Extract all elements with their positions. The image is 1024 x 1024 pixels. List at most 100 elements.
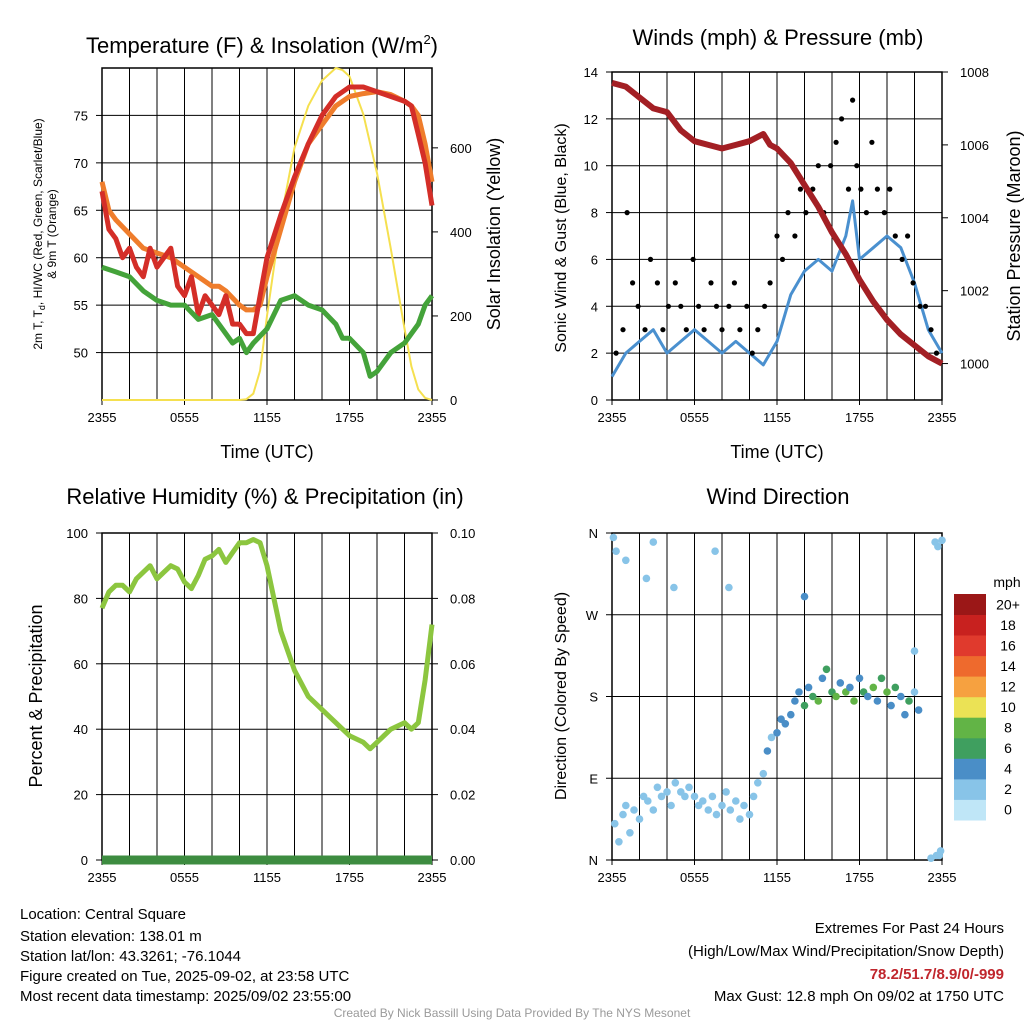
- gust-point: [767, 280, 773, 286]
- gust-point: [863, 210, 870, 216]
- colorbar-label: 18: [1000, 617, 1016, 633]
- temp-title-sup: 2: [423, 32, 430, 47]
- direction-point: [649, 538, 658, 546]
- wind-y2-axis-label: Station Pressure (Maroon): [1004, 130, 1024, 341]
- gust-point: [933, 350, 940, 356]
- y-tick-label: 65: [74, 203, 88, 218]
- y-tick-label: 4: [591, 299, 598, 314]
- direction-point: [846, 683, 854, 692]
- colorbar-swatch: [954, 655, 986, 677]
- gust-point: [654, 280, 661, 286]
- direction-point: [612, 547, 620, 555]
- direction-point: [905, 697, 913, 705]
- y-tick-label: 6: [591, 252, 598, 267]
- x-tick-label: 2355: [598, 410, 627, 425]
- direction-point: [897, 692, 905, 701]
- y2-tick-label: 1008: [960, 65, 989, 80]
- y2-tick-label: 600: [450, 141, 472, 156]
- direction-point: [663, 788, 671, 796]
- colorbar-label: 14: [1000, 658, 1016, 674]
- colorbar-swatch: [954, 635, 986, 657]
- x-tick-label: 0555: [170, 870, 199, 885]
- gust-point: [910, 280, 916, 286]
- colorbar-swatch: [954, 614, 986, 636]
- direction-point: [635, 815, 644, 823]
- gust-point: [696, 303, 702, 309]
- direction-point: [914, 706, 923, 714]
- colorbar-label: 4: [1004, 761, 1012, 777]
- gust-point: [620, 327, 626, 333]
- gust-point: [678, 303, 684, 309]
- extremes-values: 78.2/51.7/8.9/0/-999: [869, 966, 1004, 983]
- x-tick-label: 2355: [418, 410, 447, 425]
- direction-point: [644, 797, 652, 805]
- direction-point: [699, 797, 707, 805]
- gust-point: [815, 163, 821, 169]
- direction-point: [891, 683, 900, 692]
- gust-point: [613, 350, 619, 356]
- gust-point: [647, 256, 654, 262]
- direction-point: [611, 819, 619, 828]
- y-tick-label: 50: [74, 346, 88, 361]
- gust-point: [917, 303, 923, 309]
- gust-point: [858, 186, 864, 192]
- gust-point: [749, 350, 755, 356]
- gust-point: [881, 210, 887, 216]
- x-tick-label: 2355: [928, 410, 957, 425]
- colorbar-swatch: [954, 594, 986, 615]
- y2-tick-label: 1002: [960, 284, 989, 299]
- temp-y-axis-label-2: & 9m T (Orange): [45, 189, 59, 279]
- gust-point: [839, 116, 845, 122]
- y-tick-label: 60: [74, 657, 88, 672]
- direction-point: [822, 665, 831, 674]
- gust-point: [683, 327, 689, 333]
- temp-y-axis-rest: , HI/WC (Red, Green, Scarlet/Blue): [31, 118, 45, 305]
- gust-point: [928, 327, 934, 333]
- x-tick-label: 0555: [680, 870, 709, 885]
- humidity-y-axis-label: Percent & Precipitation: [26, 604, 46, 787]
- gust-point: [874, 186, 881, 192]
- x-tick-label: 0555: [680, 410, 709, 425]
- wind-x-axis-label: Time (UTC): [730, 442, 823, 462]
- direction-point: [883, 688, 891, 696]
- extremes-subtitle: (High/Low/Max Wind/Precipitation/Snow De…: [688, 943, 1004, 960]
- direction-point: [708, 792, 717, 801]
- temp-y2-axis-label: Solar Insolation (Yellow): [484, 138, 504, 330]
- gust-point: [690, 256, 696, 262]
- colorbar-swatch: [954, 676, 986, 698]
- y2-tick-label: 1000: [960, 357, 989, 372]
- direction-point: [749, 792, 758, 801]
- colorbar-label: 10: [1000, 699, 1016, 715]
- wind-series-line-0: [610, 199, 944, 378]
- colorbar-swatch: [954, 737, 986, 759]
- colorbar-title: mph: [993, 574, 1020, 590]
- direction-point: [615, 838, 623, 846]
- gust-point: [797, 186, 804, 192]
- gust-point: [887, 186, 893, 192]
- gust-point: [755, 327, 761, 333]
- wind-y-axis-label: Sonic Wind & Gust (Blue, Black): [553, 123, 570, 352]
- x-tick-label: 2355: [88, 870, 117, 885]
- x-tick-label: 2355: [88, 410, 117, 425]
- direction-point: [781, 720, 790, 728]
- direction-point: [927, 854, 935, 862]
- colorbar-swatch: [954, 778, 986, 800]
- direction-point: [745, 810, 754, 819]
- direction-point: [681, 792, 689, 801]
- colorbar-label: 2: [1004, 781, 1012, 797]
- y-tick-label: W: [586, 608, 599, 623]
- direction-point: [718, 801, 726, 810]
- direction-point: [649, 806, 658, 814]
- latlon-text: Station lat/lon: 43.3261; -76.1044: [20, 948, 242, 965]
- y-tick-label: E: [589, 771, 598, 786]
- gust-point: [731, 280, 738, 286]
- y-tick-label: N: [589, 853, 598, 868]
- gust-point: [845, 186, 852, 192]
- y2-tick-label: 1004: [960, 211, 989, 226]
- gust-point: [905, 233, 911, 239]
- direction-point: [653, 783, 662, 792]
- gust-point: [774, 233, 780, 239]
- direction-point: [722, 788, 730, 796]
- direction-point: [667, 801, 675, 810]
- direction-point: [704, 806, 713, 814]
